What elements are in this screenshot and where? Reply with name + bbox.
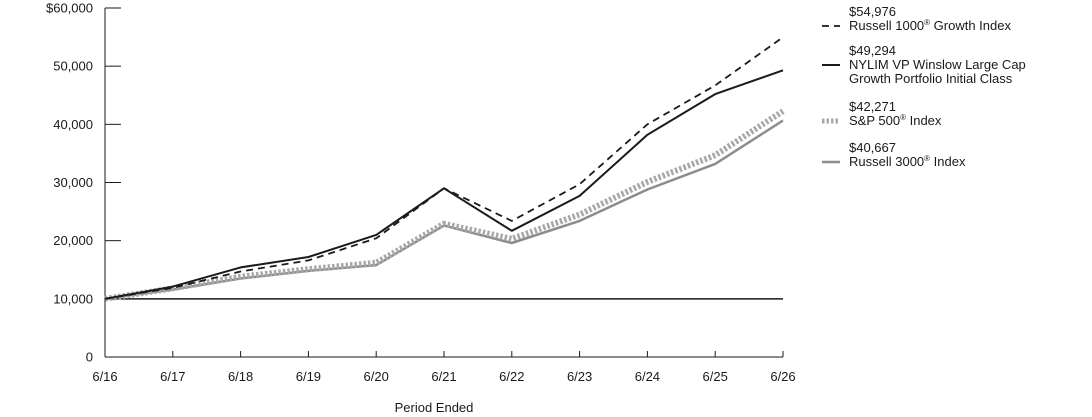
legend-end-value: $40,667 (849, 140, 896, 155)
x-tick-label: 6/19 (296, 369, 321, 384)
series-lines (104, 36, 785, 302)
x-tick-label: 6/24 (635, 369, 660, 384)
legend-series-name: S&P 500® Index (849, 113, 942, 128)
series-line-2 (104, 69, 784, 300)
legend-end-value: $42,271 (849, 99, 896, 114)
y-tick-label: 40,000 (53, 117, 93, 132)
legend-series-name: Russell 1000® Growth Index (849, 18, 1011, 33)
y-tick-label: 10,000 (53, 291, 93, 306)
series-line-3 (104, 108, 785, 302)
legend-series-name-line2: Growth Portfolio Initial Class (849, 71, 1013, 86)
x-tick-label: 6/25 (703, 369, 728, 384)
x-tick-label: 6/26 (770, 369, 795, 384)
legend-series-name: Russell 3000® Index (849, 154, 966, 169)
series-line-4 (104, 119, 784, 301)
y-tick-label: 20,000 (53, 233, 93, 248)
legend-end-value: $54,976 (849, 4, 896, 19)
x-tick-label: 6/21 (431, 369, 456, 384)
legend-series-name: NYLIM VP Winslow Large Cap (849, 57, 1026, 72)
y-tick-label: 50,000 (53, 59, 93, 74)
x-tick-label: 6/18 (228, 369, 253, 384)
y-tick-label: 0 (86, 350, 93, 365)
x-axis-title: Period Ended (395, 400, 474, 415)
y-tick-label: 30,000 (53, 175, 93, 190)
x-tick-label: 6/17 (160, 369, 185, 384)
x-tick-label: 6/20 (364, 369, 389, 384)
x-tick-label: 6/23 (567, 369, 592, 384)
y-tick-label: $60,000 (46, 1, 93, 16)
x-tick-label: 6/16 (92, 369, 117, 384)
x-tick-label: 6/22 (499, 369, 524, 384)
legend-end-value: $49,294 (849, 43, 896, 58)
chart-axes: 0 10,000 20,000 30,000 40,000 50,000 $60,000 6/… (46, 1, 796, 385)
